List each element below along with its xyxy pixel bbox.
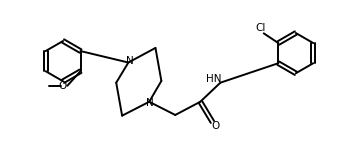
Text: HN: HN: [206, 73, 222, 84]
Text: Cl: Cl: [255, 23, 266, 33]
Text: N: N: [147, 98, 154, 108]
Text: O: O: [58, 81, 67, 92]
Text: O: O: [211, 121, 219, 131]
Text: N: N: [126, 57, 133, 66]
